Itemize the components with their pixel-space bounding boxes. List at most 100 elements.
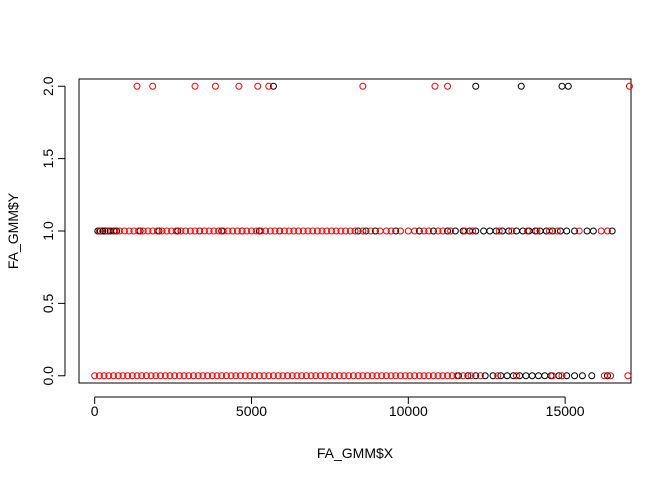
data-point	[265, 372, 273, 380]
data-point	[196, 227, 204, 235]
data-point	[439, 227, 447, 235]
data-point	[95, 227, 103, 235]
data-point	[262, 227, 270, 235]
data-point	[503, 372, 511, 380]
x-tick-label: 0	[91, 403, 99, 419]
data-point	[578, 372, 586, 380]
data-point	[103, 227, 111, 235]
data-point	[157, 372, 165, 380]
data-point	[246, 372, 254, 380]
data-point	[254, 82, 262, 90]
data-point	[335, 372, 343, 380]
data-point	[359, 372, 367, 380]
x-tick-label: 10000	[389, 403, 428, 419]
data-point	[307, 372, 315, 380]
data-point	[130, 227, 138, 235]
data-point	[317, 372, 324, 380]
y-tick-label: 0.5	[40, 293, 56, 313]
data-point	[182, 227, 190, 235]
data-point	[486, 227, 494, 235]
data-point	[382, 372, 390, 380]
data-point	[524, 227, 531, 235]
data-point	[172, 227, 180, 235]
data-point	[447, 227, 455, 235]
data-point	[199, 372, 207, 380]
x-axis-title: FA_GMM$X	[317, 445, 394, 461]
data-point	[218, 372, 226, 380]
data-point	[163, 227, 171, 235]
data-point	[553, 227, 561, 235]
data-point	[469, 227, 477, 235]
data-point	[248, 227, 255, 235]
data-point	[309, 227, 317, 235]
data-point	[327, 227, 335, 235]
data-point	[135, 227, 143, 235]
data-point	[331, 372, 339, 380]
data-point	[152, 372, 160, 380]
data-point	[257, 227, 265, 235]
data-point	[229, 227, 237, 235]
data-point	[215, 227, 223, 235]
y-axis: 0.0 0.5 1.0 1.5 2.0	[40, 76, 66, 386]
data-point	[161, 372, 169, 380]
data-point	[364, 372, 372, 380]
data-point	[351, 227, 359, 235]
data-point	[269, 372, 277, 380]
data-point	[401, 372, 409, 380]
data-point	[541, 372, 549, 380]
data-point	[200, 227, 208, 235]
data-point	[461, 227, 469, 235]
data-point	[238, 227, 246, 235]
data-point	[321, 372, 329, 380]
data-point	[186, 227, 194, 235]
data-point	[392, 227, 400, 235]
data-point	[139, 227, 147, 235]
data-point	[472, 372, 480, 380]
data-point	[265, 82, 273, 90]
data-point	[235, 82, 243, 90]
x-axis: 0 5000 10000 15000	[91, 396, 585, 419]
data-point	[429, 372, 437, 380]
data-point	[168, 227, 176, 235]
data-point	[545, 227, 553, 235]
data-point	[607, 372, 615, 380]
data-point	[205, 227, 213, 235]
data-point	[219, 227, 227, 235]
data-point	[608, 227, 616, 235]
data-point	[444, 82, 452, 90]
data-point	[147, 372, 155, 380]
data-point	[362, 227, 370, 235]
data-point	[603, 227, 611, 235]
data-point	[431, 82, 439, 90]
data-point	[448, 372, 456, 380]
data-point	[95, 372, 103, 380]
y-tick-label: 1.5	[40, 149, 56, 169]
data-point	[149, 82, 157, 90]
data-point	[175, 372, 183, 380]
data-point	[415, 372, 423, 380]
data-point	[387, 227, 395, 235]
data-point	[323, 227, 331, 235]
data-point	[563, 227, 571, 235]
data-point	[224, 227, 232, 235]
data-point	[508, 227, 516, 235]
data-point	[312, 372, 320, 380]
data-point	[243, 227, 251, 235]
data-point	[517, 82, 525, 90]
data-point	[354, 227, 362, 235]
y-tick-label: 0.0	[40, 366, 56, 386]
data-point	[194, 372, 202, 380]
data-point	[467, 372, 475, 380]
data-point	[472, 82, 480, 90]
x-tick-label: 5000	[236, 403, 267, 419]
data-point	[494, 372, 502, 380]
data-point	[210, 227, 218, 235]
data-point	[119, 372, 127, 380]
data-point	[241, 372, 249, 380]
data-point	[91, 372, 99, 380]
data-point	[274, 372, 282, 380]
data-point	[208, 372, 216, 380]
data-point	[575, 227, 583, 235]
data-point	[105, 372, 113, 380]
